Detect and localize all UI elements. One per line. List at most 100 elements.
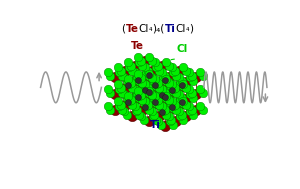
Point xyxy=(179,114,184,117)
Point xyxy=(147,55,152,58)
Point xyxy=(177,70,182,73)
Point xyxy=(153,60,158,63)
Point xyxy=(169,119,174,122)
Point xyxy=(137,94,142,97)
Point xyxy=(153,77,158,80)
Point xyxy=(153,94,158,97)
Point xyxy=(164,97,168,100)
Point xyxy=(152,97,157,100)
Point xyxy=(128,81,133,84)
Point xyxy=(132,87,137,90)
Point xyxy=(139,92,144,95)
Point xyxy=(198,87,203,90)
Point xyxy=(160,109,165,112)
Point xyxy=(139,59,143,62)
Point xyxy=(179,97,184,100)
Point xyxy=(163,107,168,110)
Point xyxy=(189,92,194,95)
Point xyxy=(172,70,177,73)
Text: ₄: ₄ xyxy=(186,24,189,33)
Point xyxy=(128,64,133,67)
Point xyxy=(135,75,140,78)
Point xyxy=(139,109,144,112)
Point xyxy=(181,82,186,85)
Point xyxy=(118,87,123,90)
Point xyxy=(143,60,148,63)
Point xyxy=(146,102,151,105)
Point xyxy=(169,65,174,68)
Point xyxy=(162,92,167,95)
Point xyxy=(119,75,124,78)
Point xyxy=(139,93,143,96)
Point xyxy=(188,109,193,112)
Point xyxy=(140,81,145,84)
Point xyxy=(105,87,110,90)
Point xyxy=(153,84,158,87)
Point xyxy=(186,87,191,90)
Point xyxy=(142,119,147,122)
Point xyxy=(122,75,127,78)
Point xyxy=(108,92,113,95)
Point xyxy=(183,114,188,117)
Point xyxy=(122,109,127,112)
Point xyxy=(146,85,151,88)
Point xyxy=(155,98,160,101)
Point xyxy=(116,87,121,90)
Point xyxy=(156,119,161,122)
Point xyxy=(156,114,161,117)
Point xyxy=(159,70,164,73)
Point xyxy=(166,81,171,84)
Point xyxy=(170,106,175,109)
Point xyxy=(122,70,127,73)
Point xyxy=(136,97,141,100)
Point xyxy=(132,104,137,107)
Point xyxy=(194,109,198,112)
Point xyxy=(176,75,181,78)
Point xyxy=(167,103,172,106)
Point xyxy=(157,103,161,106)
Point xyxy=(180,85,185,88)
Text: Cl: Cl xyxy=(138,24,149,34)
Point xyxy=(160,75,165,78)
Point xyxy=(156,86,161,89)
Point xyxy=(174,92,178,95)
Point xyxy=(118,103,123,106)
Point xyxy=(157,70,161,73)
Point xyxy=(167,86,172,89)
Point xyxy=(167,98,172,101)
Point xyxy=(133,82,137,85)
Point xyxy=(150,98,155,101)
Point xyxy=(142,99,147,102)
Point xyxy=(186,104,191,107)
Point xyxy=(173,102,178,105)
Point xyxy=(171,70,176,73)
Point xyxy=(147,72,152,75)
Point xyxy=(125,80,130,83)
Point xyxy=(146,119,151,122)
Point xyxy=(163,95,168,98)
Point xyxy=(188,75,193,78)
Point xyxy=(126,84,130,87)
Point xyxy=(133,65,137,68)
Point xyxy=(162,75,167,78)
Point xyxy=(167,75,171,78)
Point xyxy=(146,75,151,78)
Point xyxy=(159,104,164,107)
Point xyxy=(150,76,154,79)
Point xyxy=(167,109,171,112)
Point xyxy=(180,84,185,87)
Text: (: ( xyxy=(122,24,125,34)
Point xyxy=(178,81,182,84)
Point xyxy=(122,104,127,107)
Point xyxy=(115,65,120,68)
Point xyxy=(134,109,138,112)
Point xyxy=(130,87,134,90)
Point xyxy=(105,104,110,107)
Text: Ti: Ti xyxy=(164,24,175,34)
Point xyxy=(201,92,206,95)
Point xyxy=(139,75,144,78)
Point xyxy=(170,89,175,92)
Point xyxy=(159,90,164,93)
Point xyxy=(152,114,157,117)
Point xyxy=(159,124,164,127)
